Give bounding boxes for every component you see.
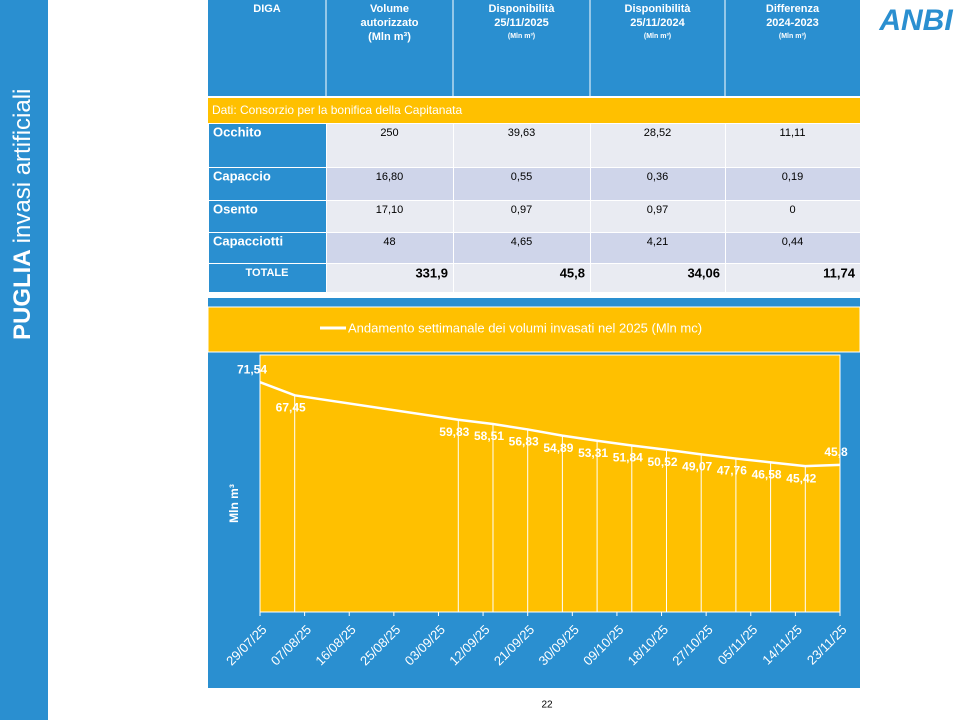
data-label: 45,8 [824, 445, 848, 459]
header-cell: (Mln m³) [644, 33, 671, 40]
cell-value: 0,36 [647, 171, 668, 183]
data-cell [454, 201, 590, 232]
total-value: 331,9 [415, 265, 448, 280]
data-label: 47,76 [717, 464, 747, 478]
sidebar-bold: PUGLIA [9, 249, 36, 340]
header-cell: Disponibilità [625, 3, 692, 15]
data-cell [327, 201, 453, 232]
cell-value: 0,97 [647, 204, 668, 216]
data-cell [726, 201, 860, 232]
data-label: 53,31 [578, 446, 608, 460]
logo: ANBI [878, 4, 953, 37]
row-name: Osento [213, 201, 258, 216]
name-cell [209, 201, 326, 232]
data-label: 67,45 [276, 400, 306, 414]
row-name: Occhito [213, 124, 261, 139]
total-value: 34,06 [687, 265, 720, 280]
data-cell [454, 233, 590, 263]
plot-area [259, 354, 841, 613]
data-cell [591, 168, 725, 200]
data-cell [327, 124, 453, 167]
data-cell [454, 168, 590, 200]
name-cell [209, 264, 326, 292]
data-cell [726, 124, 860, 167]
data-cell [726, 168, 860, 200]
sidebar [0, 0, 48, 720]
data-cell [327, 168, 453, 200]
cell-value: 11,11 [780, 127, 806, 139]
cell-value: 0,97 [511, 204, 532, 216]
legend-label: Andamento settimanale dei volumi invasat… [348, 320, 702, 335]
header-cell: autorizzato [360, 17, 418, 29]
header-cell: (Mln m³) [779, 33, 806, 40]
cell-value: 28,52 [644, 127, 672, 139]
data-label: 45,42 [786, 471, 816, 485]
data-cell [591, 201, 725, 232]
source-text: Dati: Consorzio per la bonifica della Ca… [212, 103, 462, 117]
data-label: 59,83 [439, 425, 469, 439]
data-label: 54,89 [543, 441, 573, 455]
cell-value: 16,80 [376, 171, 404, 183]
data-label: 46,58 [752, 468, 782, 482]
data-label: 51,84 [613, 451, 643, 465]
cell-value: 0,44 [782, 236, 803, 248]
header-cell: Disponibilità [489, 3, 556, 15]
cell-value: 48 [383, 236, 395, 248]
name-cell [209, 168, 326, 200]
page-number: 22 [541, 700, 553, 711]
data-cell [591, 233, 725, 263]
data-cell [591, 264, 725, 292]
legend-box [207, 306, 861, 353]
header-cell: 25/11/2024 [630, 17, 685, 29]
header-cell: (Mln m³) [508, 33, 535, 40]
cell-value: 0,55 [511, 171, 532, 183]
cell-value: 4,21 [647, 236, 668, 248]
cell-value: 250 [380, 127, 398, 139]
header-cell: 2024-2023 [766, 17, 819, 29]
data-cell [454, 264, 590, 292]
data-cell [591, 124, 725, 167]
header-cell: 25/11/2025 [494, 17, 548, 29]
header-cell: Volume [370, 3, 409, 15]
data-cell [327, 233, 453, 263]
cell-value: 4,65 [511, 236, 532, 248]
total-value: 11,74 [823, 265, 856, 280]
sidebar-title: PUGLIA invasi artificiali [9, 89, 36, 340]
y-axis-label: Mln m³ [227, 484, 241, 523]
header-cell: DIGA [253, 3, 281, 15]
name-cell [209, 124, 326, 167]
data-cell [726, 264, 860, 292]
data-label: 49,07 [682, 460, 712, 474]
cell-value: 0 [789, 204, 795, 216]
cell-value: 17,10 [376, 204, 404, 216]
series-line [259, 381, 841, 468]
data-cell [454, 124, 590, 167]
header-cell: (Mln m³) [368, 31, 411, 43]
row-name: Capacciotti [213, 233, 283, 248]
data-label: 58,51 [474, 429, 504, 443]
row-name: Capaccio [213, 168, 271, 183]
data-label: 50,52 [647, 455, 677, 469]
source-row [208, 98, 860, 123]
header-cell: Differenza [766, 3, 820, 15]
cell-value: 0,19 [782, 171, 803, 183]
row-name: TOTALE [246, 267, 289, 279]
cell-value: 39,63 [508, 127, 536, 139]
data-cell [726, 233, 860, 263]
table-header-bg [208, 0, 860, 96]
data-label: 56,83 [509, 435, 539, 449]
name-cell [209, 233, 326, 263]
data-label: 71,54 [237, 362, 267, 376]
total-value: 45,8 [560, 265, 585, 280]
sidebar-text: invasi artificiali [9, 89, 36, 244]
data-cell [327, 264, 453, 292]
